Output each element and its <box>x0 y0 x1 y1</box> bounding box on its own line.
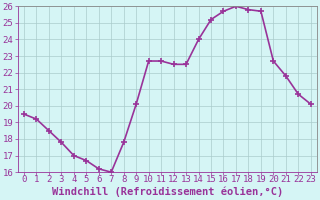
X-axis label: Windchill (Refroidissement éolien,°C): Windchill (Refroidissement éolien,°C) <box>52 187 283 197</box>
